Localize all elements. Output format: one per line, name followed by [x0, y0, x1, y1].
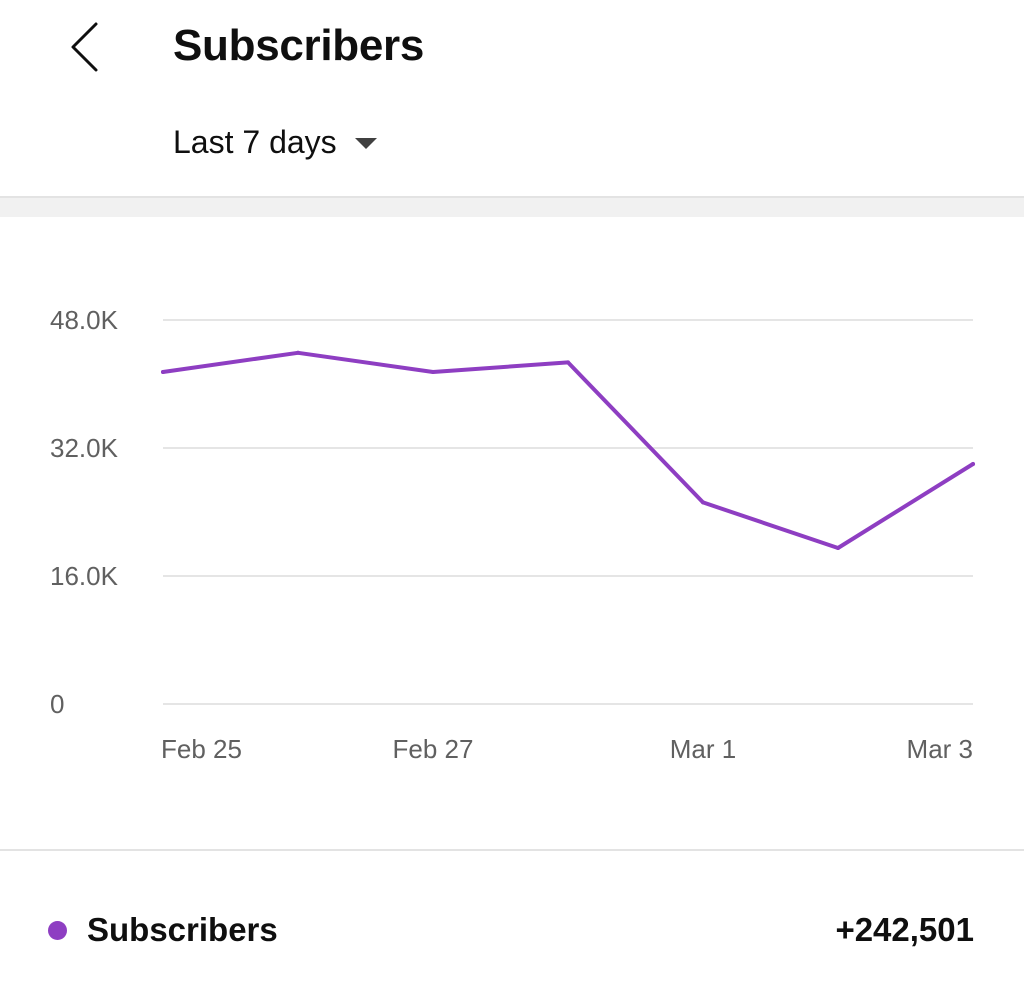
back-button[interactable]: [56, 16, 116, 76]
data-point: [566, 360, 570, 365]
subscribers-chart: 0 16.0K 32.0K 48.0K Feb 25 Feb 27 Mar 1 Mar 3: [0, 217, 1024, 849]
data-point: [431, 370, 435, 374]
x-tick-label: Mar 1: [670, 734, 736, 764]
data-point: [296, 350, 300, 355]
data-point: [701, 500, 705, 505]
x-tick-label: Feb 25: [161, 734, 242, 764]
legend-total: +242,501: [835, 911, 974, 948]
line-chart: 0 16.0K 32.0K 48.0K Feb 25 Feb 27 Mar 1 Mar 3: [50, 305, 975, 764]
series-line-subscribers: [161, 350, 975, 550]
legend-label: Subscribers: [87, 911, 278, 948]
data-point: [161, 370, 165, 374]
y-tick-label: 48.0K: [50, 305, 119, 335]
data-point: [836, 546, 840, 550]
date-range-label: Last 7 days: [173, 124, 337, 160]
legend-divider: [0, 849, 1024, 851]
data-point: [971, 462, 975, 466]
page-title: Subscribers: [173, 21, 425, 70]
series-color-dot: [48, 921, 67, 940]
y-tick-label: 16.0K: [50, 561, 119, 591]
x-tick-label: Mar 3: [907, 734, 973, 764]
chevron-left-icon: [71, 22, 98, 72]
date-range-dropdown[interactable]: Last 7 days: [173, 118, 377, 166]
section-divider: [0, 196, 1024, 217]
app-header: Subscribers Last 7 days: [0, 0, 1024, 196]
x-tick-label: Feb 27: [393, 734, 474, 764]
legend-row: Subscribers +242,501: [0, 851, 1024, 1008]
y-tick-label: 32.0K: [50, 433, 119, 463]
y-tick-label: 0: [50, 689, 64, 719]
caret-down-icon: [354, 137, 377, 149]
